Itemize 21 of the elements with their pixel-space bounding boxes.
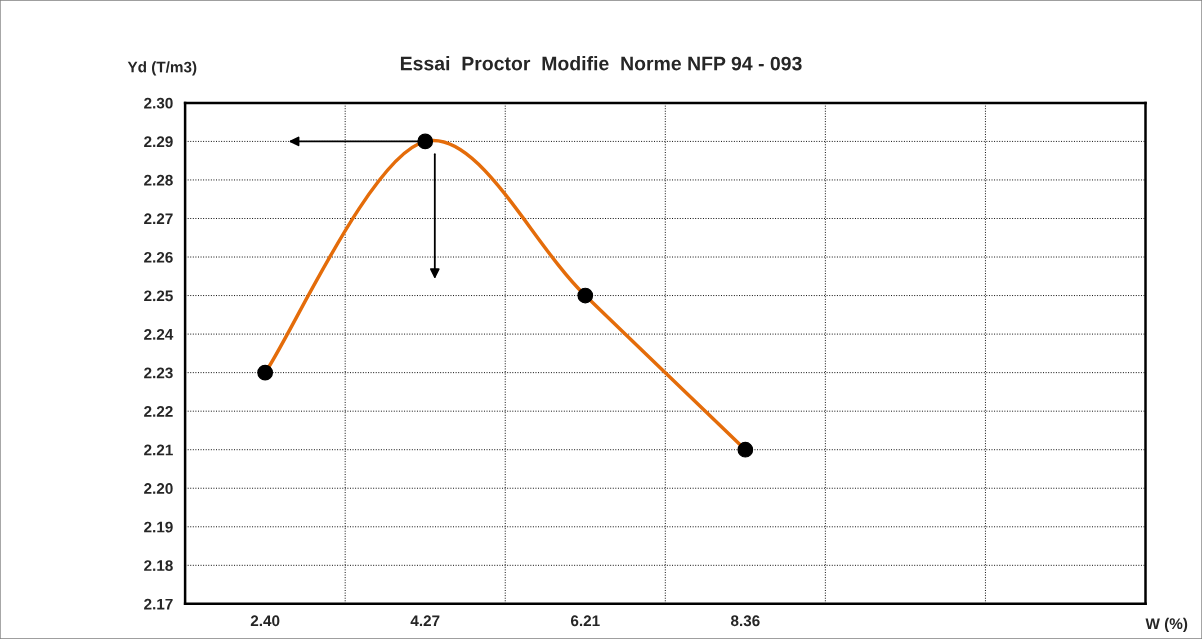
- y-tick-label: 2.23: [144, 367, 173, 379]
- y-axis-title: Yd (T/m3): [127, 61, 197, 76]
- y-tick-label: 2.21: [144, 444, 173, 456]
- y-tick-label: 2.28: [144, 174, 173, 186]
- x-tick-label: 2.40: [250, 615, 280, 627]
- x-axis-title: W (%): [1145, 617, 1188, 633]
- chart-title: Essai Proctor Modifie Norme NFP 94 - 093: [400, 56, 802, 71]
- x-tick-label: 6.21: [570, 615, 600, 627]
- y-tick-label: 2.27: [144, 213, 173, 225]
- y-tick-label: 2.19: [144, 521, 173, 533]
- x-tick-label: 8.36: [730, 615, 760, 627]
- y-tick-label: 2.17: [144, 598, 173, 610]
- y-tick-label: 2.25: [144, 290, 173, 302]
- y-tick-label: 2.24: [144, 328, 174, 340]
- y-tick-label: 2.22: [144, 406, 173, 417]
- x-tick-label: 4.27: [410, 615, 440, 627]
- y-tick-label: 2.20: [144, 483, 173, 494]
- y-tick-label: 2.26: [144, 251, 173, 263]
- y-tick-label: 2.29: [144, 136, 173, 148]
- y-tick-label: 2.30: [144, 97, 173, 109]
- y-tick-label: 2.18: [144, 560, 173, 571]
